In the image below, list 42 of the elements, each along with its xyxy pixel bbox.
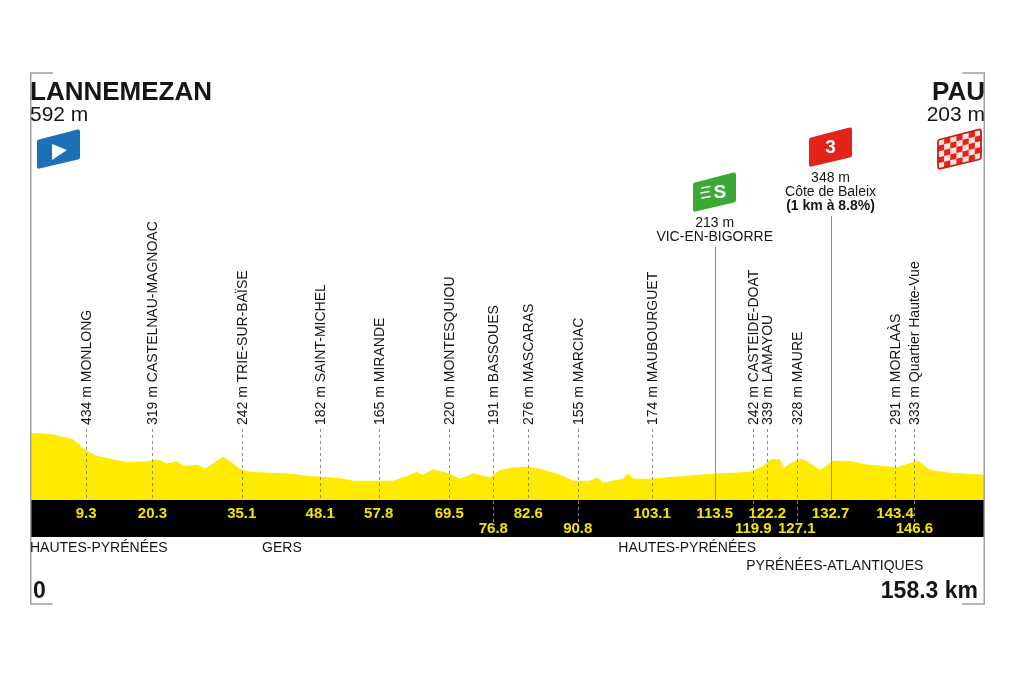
ref-line-label: 165 m MIRANDE (370, 317, 387, 425)
ref-line-label: 220 m MONTESQUIOU (441, 276, 458, 425)
x-tick-label: 122.2 (748, 504, 786, 522)
text: GERS (262, 538, 302, 555)
ref-line-label: 276 m MASCARAS (520, 303, 537, 425)
annotation: 119.9 (734, 519, 772, 537)
ref-line-label: 339 m LAMAYOU (759, 314, 776, 425)
ref-line-label: 328 m MAURE (788, 331, 805, 425)
annotation: 127.1 (778, 519, 816, 537)
text: HAUTES-PYRÉNÉES (618, 538, 756, 555)
annotation: 90.8 (563, 519, 593, 537)
x-tick-label: 57.8 (364, 504, 394, 522)
text: 158.3 km (880, 577, 978, 603)
ref-line-label: 434 m MONLONG (77, 309, 94, 425)
x-tick-label: 103.1 (633, 504, 671, 522)
x-tick-label: 20.3 (137, 504, 168, 522)
annotation: 76.8 (478, 519, 508, 537)
ref-line-label: 319 m CASTELNAU-MAGNOAC (144, 221, 161, 425)
ref-line-label: 291 m MORLAÀS (886, 313, 903, 425)
x-tick-label: 132.7 (811, 504, 850, 522)
ref-line-label: 155 m MARCIAC (569, 317, 586, 425)
x-tick-label: 48.1 (305, 504, 335, 522)
text: 0 (33, 577, 46, 603)
x-tick-label: 82.6 (513, 504, 543, 522)
ref-line-label: S 213 m VIC-EN-BIGORRE (656, 181, 774, 244)
x-tick-label: 143.4 (876, 504, 915, 522)
ref-line-label: 191 m BASSOUES (485, 305, 502, 425)
ref-line-label: 3 348 m Côte de Baleix (1 km à 8.8%) (785, 136, 877, 213)
x-tick-label: 35.1 (227, 504, 257, 522)
ref-line-label: 333 m Quartier Haute-Vue (906, 261, 923, 425)
x-tick-label: 69.5 (434, 504, 464, 522)
ref-line-label: 182 m SAINT-MICHEL (312, 283, 329, 425)
ref-line-label: 174 m MAUBOURGUET (643, 271, 660, 425)
text: LANNEMEZAN 592 m (30, 76, 212, 125)
annotation: 146.6 (895, 519, 934, 537)
x-tick-label: 9.3 (75, 504, 97, 522)
text: HAUTES-PYRÉNÉES (30, 538, 168, 555)
x-tick-label: 113.5 (696, 504, 734, 522)
ref-line-label: 242 m TRIE-SUR-BAÏSE (233, 270, 250, 425)
ref-line-label: 242 m CASTEIDE-DOAT (745, 269, 762, 425)
text: PAU 203 m (926, 76, 985, 125)
text: PYRÉNÉES-ATLANTIQUES (746, 556, 924, 573)
